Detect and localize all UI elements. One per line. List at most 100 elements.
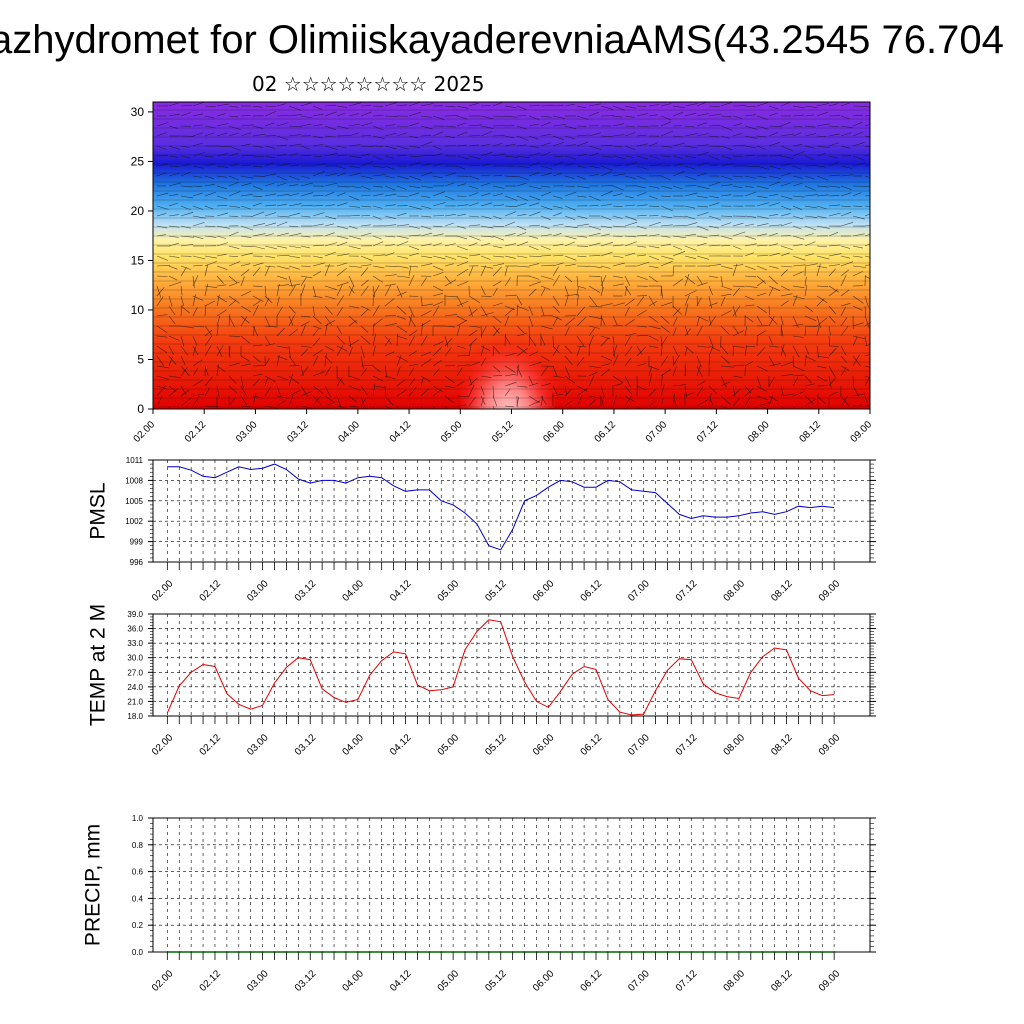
wind-barb — [192, 345, 199, 356]
wind-barb — [612, 134, 625, 137]
wind-barb — [156, 296, 164, 307]
wind-barb — [156, 132, 167, 137]
wind-barb — [228, 314, 231, 327]
x-tick-label: 02.00 — [150, 732, 176, 758]
wind-barb — [324, 242, 338, 247]
wind-barb — [792, 151, 805, 157]
wind-barb — [456, 131, 468, 137]
wind-barb — [732, 385, 736, 397]
wind-barb — [432, 153, 443, 157]
wind-barb — [420, 125, 433, 130]
wind-barb — [396, 325, 408, 333]
wind-barb — [852, 295, 864, 304]
x-tick-label: 07.12 — [695, 419, 721, 445]
wind-barb — [816, 394, 819, 407]
x-tick-label: 02.12 — [198, 578, 224, 604]
wind-barb — [276, 265, 290, 270]
wind-barb — [660, 224, 673, 227]
y-tick-label: 27.0 — [127, 668, 143, 677]
wind-barb — [804, 305, 814, 313]
wind-barb — [636, 334, 649, 337]
wind-barb — [672, 185, 683, 190]
wind-barb — [768, 355, 775, 367]
wind-barb — [468, 135, 481, 137]
wind-barb — [384, 265, 398, 267]
wind-barb — [444, 105, 456, 108]
wind-barb — [276, 275, 288, 280]
wind-barb — [612, 115, 623, 118]
wind-barb — [552, 266, 559, 277]
wind-barb — [528, 135, 539, 140]
wind-barb — [864, 305, 867, 317]
wind-barb — [696, 185, 710, 190]
wind-barb — [492, 255, 505, 258]
wind-barb — [816, 175, 829, 181]
wind-barb — [864, 264, 870, 267]
wind-barb — [696, 386, 704, 397]
wind-barb — [516, 105, 527, 110]
wind-barb — [396, 104, 408, 107]
wind-barb — [636, 310, 647, 317]
wind-barb — [528, 361, 542, 367]
wind-barb — [852, 255, 863, 258]
wind-barb — [480, 193, 491, 197]
wind-barb — [516, 135, 529, 141]
wind-barb — [624, 241, 637, 247]
wind-barb — [708, 335, 714, 348]
wind-barb — [468, 175, 480, 180]
wind-barb — [804, 125, 816, 128]
wind-barb — [336, 235, 349, 239]
wind-barb — [588, 205, 599, 207]
wind-barb — [288, 265, 300, 270]
wind-barb — [708, 113, 722, 117]
wind-barb — [240, 395, 248, 406]
wind-barb — [720, 310, 732, 317]
x-tick-label: 06.00 — [531, 732, 557, 758]
wind-barb — [408, 225, 420, 229]
y-tick-label: 0.2 — [132, 921, 144, 930]
wind-barb — [384, 132, 397, 137]
wind-barb — [720, 365, 734, 368]
wind-barb — [420, 232, 433, 237]
wind-barb — [480, 242, 491, 247]
wind-barb — [588, 325, 600, 329]
wind-barb — [768, 175, 781, 179]
wind-barb — [552, 365, 558, 377]
wind-barb — [240, 143, 251, 147]
wind-barb — [408, 295, 419, 297]
wind-barb — [756, 265, 768, 271]
wind-barb — [516, 325, 525, 334]
wind-barb — [720, 222, 732, 227]
x-tick-label: 03.12 — [293, 578, 319, 604]
wind-barb — [336, 262, 348, 267]
wind-barb — [660, 255, 674, 260]
wind-barb — [636, 405, 640, 409]
temp-panel: 18.021.024.027.030.033.036.039.0 02.00 02… — [87, 604, 876, 758]
wind-barb — [540, 165, 553, 170]
wind-barb — [360, 267, 369, 277]
wind-barb — [456, 364, 470, 367]
wind-barb — [300, 275, 313, 279]
wind-barb — [444, 125, 456, 128]
wind-barb — [300, 115, 313, 119]
wind-barb — [552, 115, 565, 119]
wind-barb — [756, 195, 768, 199]
wind-barb — [204, 235, 217, 238]
x-tick-label: 05.12 — [483, 732, 509, 758]
wind-barb — [300, 345, 313, 348]
wind-barb — [540, 287, 546, 297]
wind-barb — [156, 355, 165, 366]
wind-barb — [492, 225, 505, 227]
wind-barb — [312, 355, 319, 367]
wind-barb — [672, 235, 686, 239]
wind-barb — [732, 264, 744, 267]
wind-barb — [168, 388, 178, 397]
wind-barb — [792, 315, 799, 328]
wind-barb — [660, 384, 665, 397]
chart-subtitle: 02 ☆☆☆☆☆☆☆☆ 2025 — [252, 72, 485, 96]
wind-barb — [312, 395, 321, 407]
wind-barb — [492, 185, 505, 189]
wind-barb — [720, 235, 733, 240]
wind-barb — [360, 325, 369, 333]
wind-barb — [768, 275, 778, 285]
